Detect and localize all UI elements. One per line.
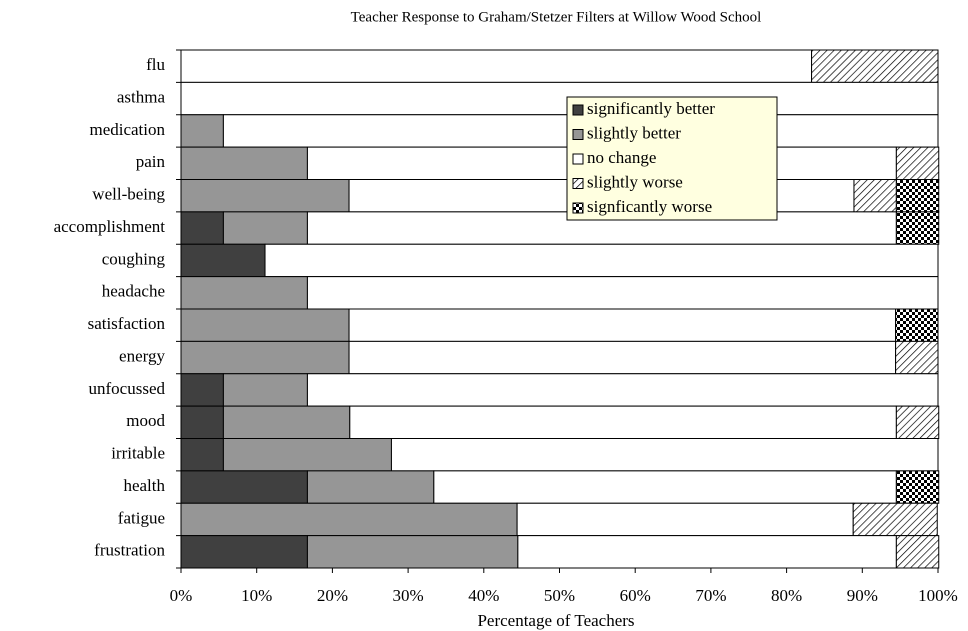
x-tick-label: 80% [771, 586, 802, 605]
bar-segment [222, 405, 351, 439]
bar-segment [895, 470, 940, 504]
bar-segment [433, 470, 897, 504]
bar-segment [180, 276, 308, 310]
bar-segment [222, 438, 392, 472]
x-tick-label: 10% [241, 586, 272, 605]
y-tick-label: unfocussed [89, 379, 166, 398]
bar-segment [895, 179, 940, 213]
x-tick-label: 70% [695, 586, 726, 605]
bar-segment [895, 535, 940, 569]
bar-segment [811, 49, 939, 83]
bar-segment [180, 114, 224, 148]
bar-segment [180, 340, 350, 375]
bar-segment [349, 405, 897, 439]
y-tick-label: health [123, 476, 165, 495]
bar-segment [180, 49, 813, 83]
bar-segment [348, 308, 897, 342]
x-tick-label: 40% [468, 586, 499, 605]
legend-label: significantly better [587, 99, 715, 118]
bar-segment [516, 502, 854, 537]
y-tick-label: irritable [111, 444, 165, 463]
x-tick-label: 0% [170, 586, 193, 605]
bar-segment [180, 81, 939, 116]
bar-segment [853, 179, 897, 213]
chart-title: Teacher Response to Graham/Stetzer Filte… [351, 9, 762, 25]
x-tick-label: 100% [918, 586, 958, 605]
bar-segment [180, 405, 224, 439]
bar-segment [222, 211, 308, 245]
y-tick-label: accomplishment [54, 217, 166, 236]
bar-segment [895, 405, 940, 439]
y-tick-label: medication [89, 120, 165, 139]
y-tick-label: headache [102, 282, 165, 301]
bar-segment [390, 438, 939, 472]
y-tick-label: well-being [92, 185, 165, 204]
bar-segment [264, 243, 939, 278]
bar-segment [180, 243, 266, 278]
legend-label: no change [587, 148, 656, 167]
legend-label: signficantly worse [587, 197, 712, 216]
bar-segment [895, 211, 940, 245]
bar-segment [180, 502, 518, 537]
legend-box [566, 96, 778, 221]
bar-segment [895, 308, 939, 342]
legend-swatch [572, 104, 584, 116]
bar-segment [222, 373, 308, 407]
x-axis-title: Percentage of Teachers [477, 611, 634, 630]
x-tick-label: 60% [620, 586, 651, 605]
x-tick-label: 30% [393, 586, 424, 605]
x-tick-label: 20% [317, 586, 348, 605]
bar-segment [306, 470, 435, 504]
y-tick-label: energy [119, 346, 165, 365]
y-tick-label: mood [126, 411, 165, 430]
bar-segment [180, 373, 224, 407]
bar-segment [180, 438, 224, 472]
bar-segment [180, 535, 308, 569]
legend-swatch [572, 129, 584, 140]
bar-segment [180, 179, 350, 213]
y-tick-label: pain [136, 152, 166, 171]
x-tick-label: 90% [847, 586, 878, 605]
bar-segment [517, 535, 897, 569]
bar-segment [180, 211, 224, 245]
y-tick-label: frustration [94, 541, 165, 560]
bar-segment [306, 373, 939, 407]
bar-segment [306, 276, 939, 310]
y-tick-label: asthma [117, 87, 166, 106]
bar-segment [895, 340, 939, 375]
bar-segment [348, 340, 897, 375]
bar-segment [180, 146, 308, 180]
x-tick-label: 50% [544, 586, 575, 605]
y-tick-label: fatigue [118, 508, 165, 527]
legend-swatch [572, 202, 584, 214]
y-tick-label: flu [146, 55, 165, 74]
y-tick-label: coughing [102, 249, 166, 268]
legend-swatch [572, 178, 584, 189]
legend-swatch [572, 153, 584, 165]
bar-segment [895, 146, 940, 180]
bar-segment [180, 470, 308, 504]
bar-segment [180, 308, 350, 342]
bar-segment [852, 502, 938, 537]
legend-label: slightly better [587, 123, 681, 142]
bar-segment [306, 535, 519, 569]
legend-label: slightly worse [587, 172, 683, 191]
y-tick-label: satisfaction [88, 314, 166, 333]
